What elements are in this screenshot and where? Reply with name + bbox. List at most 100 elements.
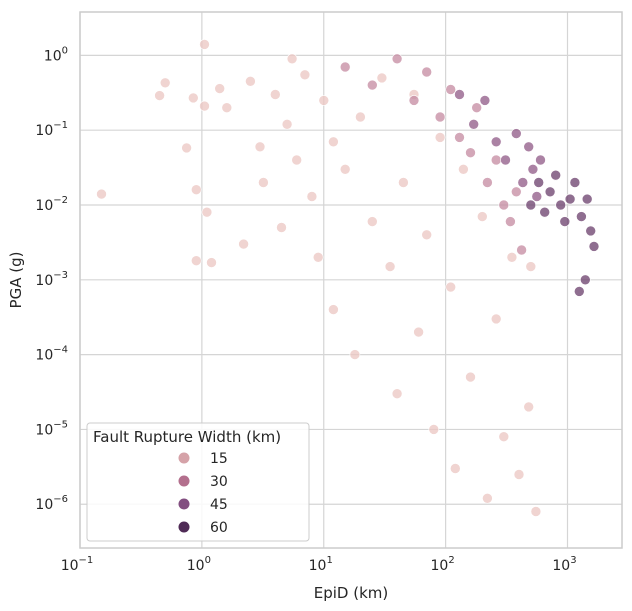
data-point [445, 84, 457, 95]
data-point [498, 199, 510, 211]
x-tick-label: 100 [187, 555, 211, 574]
data-point [533, 177, 545, 188]
data-point [585, 225, 597, 237]
data-point [506, 251, 518, 263]
data-point [465, 147, 476, 158]
data-point [479, 95, 491, 106]
y-tick-label: 10−3 [35, 270, 68, 289]
x-tick-label: 102 [431, 555, 455, 574]
legend-label: 45 [210, 497, 228, 513]
data-point [384, 261, 396, 272]
data-point [539, 206, 551, 218]
data-point [366, 216, 378, 227]
data-point [413, 326, 424, 338]
data-point [254, 141, 266, 153]
y-axis-label: PGA (g) [7, 252, 25, 309]
data-point [408, 95, 420, 106]
data-point [199, 100, 210, 112]
y-tick-label: 10−6 [35, 494, 68, 513]
data-point [276, 222, 287, 233]
y-tick-label: 100 [44, 45, 68, 64]
data-point [516, 244, 527, 256]
legend-label: 60 [210, 520, 228, 536]
data-point [579, 274, 591, 286]
legend-label: 15 [210, 451, 228, 467]
data-point [482, 177, 493, 188]
data-point [214, 83, 225, 94]
data-point [318, 95, 330, 106]
data-point [465, 371, 476, 383]
data-point [490, 136, 502, 148]
data-point [199, 39, 210, 50]
data-point [445, 281, 457, 293]
data-point [366, 79, 378, 91]
x-tick-label: 10−1 [61, 555, 94, 574]
data-point [482, 492, 493, 504]
data-point [581, 193, 593, 205]
data-point [391, 53, 403, 65]
y-tick-label: 10−4 [35, 345, 68, 364]
data-point [286, 53, 298, 65]
data-point [238, 238, 249, 250]
legend-marker [178, 475, 190, 487]
data-point [398, 177, 409, 188]
data-point [421, 66, 433, 78]
data-point [159, 77, 171, 89]
data-point [454, 89, 465, 100]
data-point [306, 191, 318, 202]
data-point [454, 132, 465, 143]
data-point [421, 229, 433, 241]
data-point [510, 186, 522, 198]
y-tick-label: 10−1 [35, 120, 68, 139]
data-point [513, 469, 525, 480]
data-point [544, 186, 556, 198]
data-point [559, 216, 571, 227]
y-tick-label: 10−2 [35, 195, 68, 214]
data-point [191, 184, 202, 195]
data-point [328, 136, 339, 148]
legend: Fault Rupture Width (km) 15 30 45 60 [86, 422, 310, 542]
data-point [328, 304, 339, 315]
data-point [449, 463, 461, 474]
data-point [269, 89, 281, 100]
plot-frame [79, 11, 623, 549]
data-point [376, 72, 388, 84]
data-point [490, 313, 502, 325]
data-point [349, 349, 361, 360]
data-point [535, 154, 546, 166]
data-point [576, 211, 587, 222]
data-point [391, 388, 403, 400]
data-point [355, 111, 366, 123]
x-axis-label: EpiD (km) [314, 584, 389, 602]
data-point [428, 424, 440, 435]
data-point [191, 255, 202, 267]
data-point [154, 90, 165, 101]
x-tick-labels: 10−1 100 101 102 103 [61, 555, 577, 574]
data-point [530, 506, 542, 517]
data-point [588, 241, 600, 252]
legend-label: 30 [210, 474, 228, 490]
data-point [573, 286, 585, 297]
legend-marker [178, 452, 190, 464]
data-point [458, 164, 469, 175]
data-point [531, 191, 543, 202]
y-tick-label: 10−5 [35, 419, 68, 438]
data-point [281, 119, 293, 130]
data-point [291, 154, 303, 166]
data-point [181, 142, 192, 154]
data-point [221, 102, 233, 113]
y-tick-labels: 100 10−1 10−2 10−3 10−4 10−5 10−6 [35, 45, 68, 513]
data-point [434, 111, 446, 123]
data-point [258, 177, 269, 188]
data-point [201, 206, 213, 218]
data-point [96, 188, 107, 200]
data-point [523, 141, 535, 153]
data-point [339, 164, 351, 175]
data-point [312, 251, 324, 263]
legend-marker [178, 498, 190, 510]
data-point [523, 401, 535, 413]
legend-title: Fault Rupture Width (km) [93, 428, 281, 446]
data-point [468, 119, 480, 130]
data-point [299, 69, 311, 81]
